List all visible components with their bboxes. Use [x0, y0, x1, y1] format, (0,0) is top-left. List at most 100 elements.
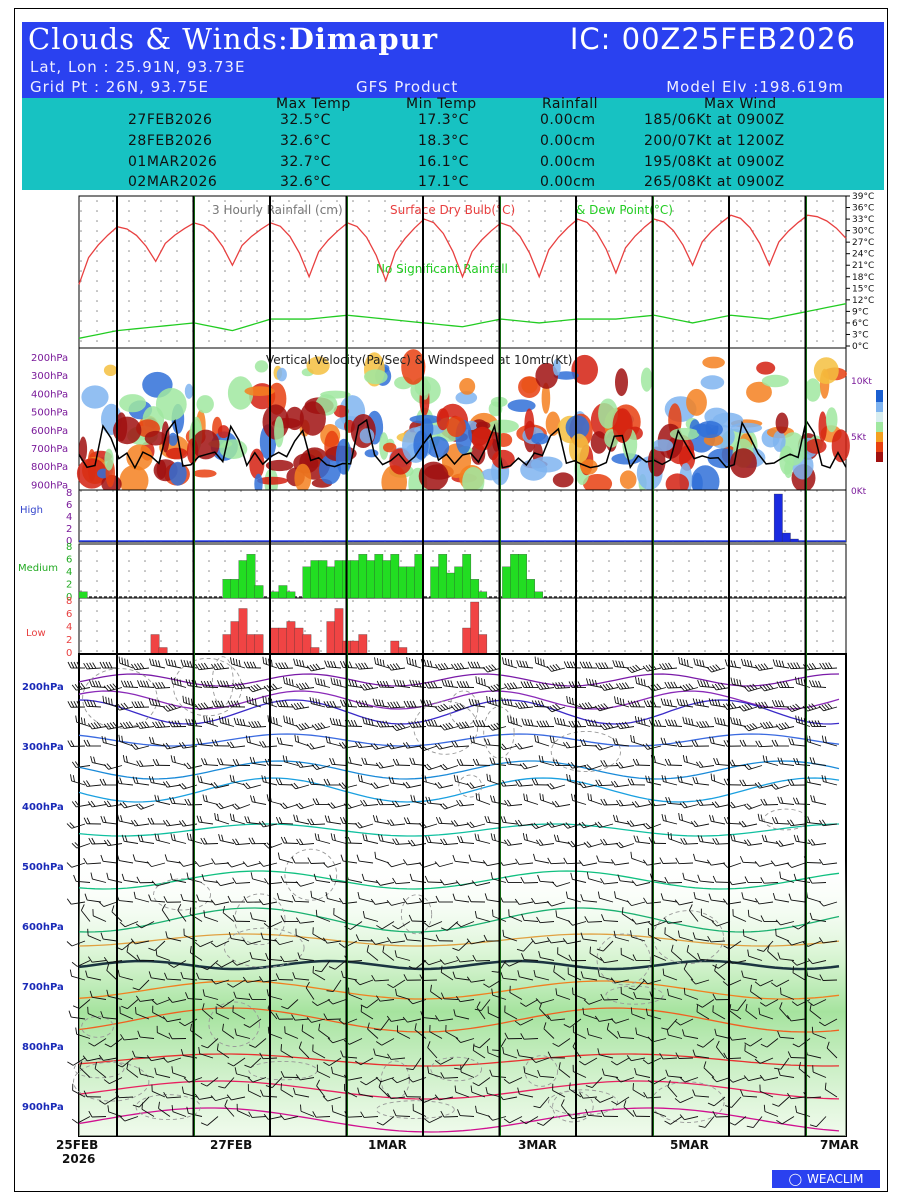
wind-barb	[630, 734, 646, 747]
wind-barb	[197, 775, 214, 786]
row-date: 02MAR2026	[128, 174, 218, 190]
wind-barb	[793, 757, 811, 766]
wind-barb	[676, 698, 694, 708]
no-rain-note: No Significant Rainfall	[376, 262, 508, 276]
temperature-y-ticks: 39°C 36°C33°C 30°C27°C 24°C21°C 18°C15°C 12°C…	[846, 192, 874, 352]
wind-barb	[355, 741, 374, 749]
cloud-bar	[270, 591, 280, 599]
cloud-bar	[526, 579, 535, 599]
wind-barb	[434, 662, 454, 671]
wind-barb	[131, 662, 150, 671]
wind-barb	[730, 677, 747, 688]
wind-speed-tick: 0Kt	[851, 487, 867, 497]
wind-barb	[468, 698, 486, 708]
wind-barb	[439, 722, 459, 731]
wind-barb	[456, 681, 475, 688]
col-max-wind: Max Wind	[704, 96, 777, 112]
wind-barb	[771, 739, 789, 747]
dew-point-series	[78, 303, 847, 339]
cloud-bar	[502, 566, 511, 599]
cloud-bar	[438, 554, 448, 599]
upper-pressure-label: 200hPa	[22, 682, 64, 693]
wind-barb	[309, 696, 326, 708]
wind-barb	[475, 792, 491, 805]
cloud-bar	[478, 634, 488, 655]
wind-barb	[599, 722, 619, 731]
wind-barb	[472, 720, 491, 727]
wind-barb	[168, 720, 187, 728]
wind-barb	[362, 716, 379, 727]
wind-barb	[119, 721, 139, 729]
wind-barb	[743, 763, 763, 771]
wind-barb	[631, 801, 651, 808]
cloud-tick-label: 6	[66, 609, 72, 620]
weaclim-logo: ◯ WEACLIM	[772, 1170, 880, 1188]
row-date: 01MAR2026	[128, 154, 218, 170]
wind-barb	[392, 758, 411, 766]
wind-barb	[135, 721, 155, 729]
wind-barb	[472, 758, 491, 766]
low-cloud-label: Low	[26, 628, 46, 639]
wind-barb	[83, 780, 102, 787]
wind-barb	[819, 662, 838, 670]
cloud-bar	[254, 634, 264, 655]
wind-barb	[83, 739, 101, 747]
summary-table: Max Temp Min Temp Rainfall Max Wind 27FE…	[22, 96, 884, 190]
cloud-bar	[254, 585, 264, 599]
wind-barb	[614, 696, 630, 708]
wind-barb	[675, 740, 694, 748]
upper-pressure-label: 300hPa	[22, 742, 64, 753]
dry-bulb-series	[78, 214, 847, 285]
wind-barb	[504, 799, 523, 807]
wind-barb	[329, 757, 347, 766]
wind-barb	[708, 698, 726, 708]
vv-pressure-label: 300hPa	[31, 371, 68, 382]
temperature-contour	[78, 933, 840, 947]
wind-barb	[523, 793, 539, 805]
wind-barb	[810, 794, 827, 805]
row-min: 18.3°C	[418, 133, 469, 149]
panel2-title: Vertical Velocity(Pa/Sec) & Windspeed at…	[266, 353, 572, 367]
wind-barb	[679, 683, 699, 692]
wind-barb	[232, 682, 251, 690]
wind-barb	[227, 700, 246, 708]
wind-barb	[162, 703, 182, 712]
wind-barb	[195, 662, 214, 671]
wind-barb	[627, 700, 646, 708]
wind-barb	[615, 762, 635, 769]
wind-barb	[403, 700, 421, 708]
wind-barb	[645, 775, 662, 786]
wind-barb	[456, 799, 475, 807]
cloud-bar	[326, 621, 336, 655]
wind-barb	[279, 802, 299, 810]
vv-pressure-label: 900hPa	[31, 480, 68, 491]
wind-barb	[327, 802, 347, 809]
wind-barb	[786, 703, 806, 712]
wind-barb	[137, 680, 155, 688]
wind-barb	[714, 716, 731, 727]
wind-barb	[634, 715, 651, 727]
wind-speed-tick: 5Kt	[851, 433, 867, 443]
wind-barb	[200, 680, 219, 688]
medium-cloud-bars	[78, 554, 543, 599]
wind-barb	[664, 758, 683, 766]
wind-barb	[538, 755, 555, 766]
wind-barb	[103, 763, 123, 770]
cloud-bar	[358, 554, 368, 599]
wind-barb	[434, 782, 454, 789]
zero-degree-line	[78, 959, 840, 971]
cloud-tick-label: 4	[66, 512, 72, 523]
panel1-title-dewpoint: & Dew Point(°C)	[576, 203, 673, 217]
wind-barb	[587, 793, 603, 805]
row-max: 32.5°C	[280, 112, 331, 128]
vv-pressure-label: 600hPa	[31, 426, 68, 437]
wind-barb	[594, 744, 614, 751]
wind-barb	[562, 741, 582, 749]
wind-barb	[423, 763, 443, 771]
grid-point: Grid Pt : 26N, 93.75E	[30, 78, 210, 96]
wind-barb	[567, 762, 587, 769]
wind-barb	[306, 743, 326, 750]
wind-barb	[245, 735, 262, 747]
wind-barb	[546, 663, 566, 672]
wind-barb	[762, 755, 779, 766]
